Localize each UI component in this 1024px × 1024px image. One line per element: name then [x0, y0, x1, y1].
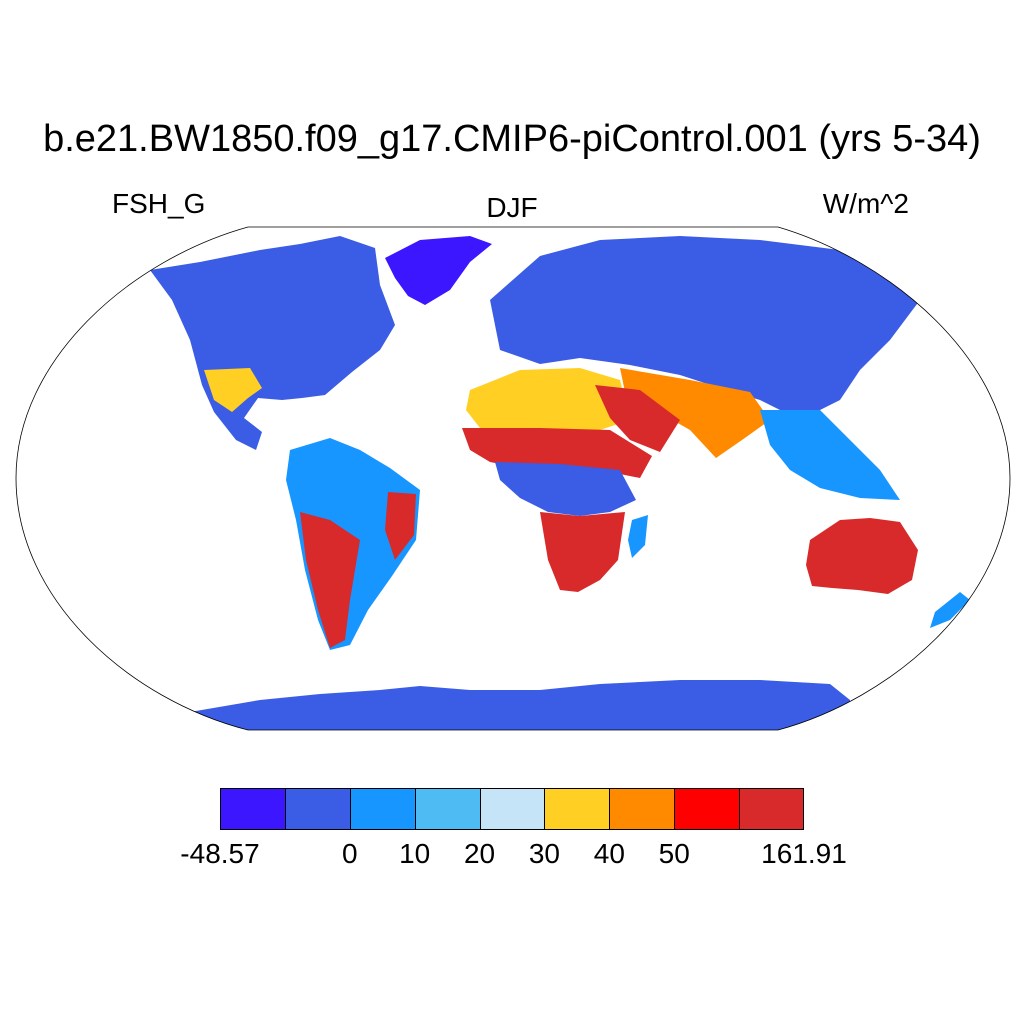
australia-region: [806, 518, 918, 594]
colorbar-tick-label: 40: [593, 838, 625, 869]
colorbar-box: [609, 788, 675, 830]
greenland-region: [385, 236, 492, 305]
colorbar-tick-label: 50: [658, 838, 690, 869]
eurasia-region: [490, 236, 920, 420]
colorbar-tick-label: 0: [341, 838, 358, 869]
north-america-region: [150, 236, 395, 450]
argentina-region: [300, 512, 360, 648]
colorbar-box: [414, 788, 480, 830]
north-america-dry-region: [204, 368, 262, 412]
brazil-east-region: [385, 492, 416, 560]
colorbar-tick-label: 10: [399, 838, 431, 869]
plot-title: b.e21.BW1850.f09_g17.CMIP6-piControl.001…: [43, 118, 981, 160]
map-boundary: [15, 226, 1011, 731]
colorbar-box: [544, 788, 610, 830]
colorbar-tick-label: 20: [463, 838, 496, 869]
colorbar: [220, 788, 804, 830]
season-label: DJF: [486, 192, 538, 223]
colorbar-box: [220, 788, 285, 830]
madagascar-region: [628, 515, 648, 558]
southeast-asia-region: [760, 410, 900, 500]
colorbar-tick-label: -48.57: [180, 838, 260, 869]
arabia-region: [595, 385, 680, 452]
colorbar-box: [479, 788, 545, 830]
colorbar-box: [284, 788, 350, 830]
units-label: W/m^2: [822, 188, 909, 219]
sahara-region: [466, 368, 630, 430]
variable-label: FSH_G: [112, 188, 206, 219]
new-zealand-region: [930, 592, 970, 628]
south-asia-region: [620, 368, 770, 458]
colorbar-tick-label: 161.91: [761, 838, 847, 869]
central-africa-region: [495, 462, 636, 516]
antarctica-region: [180, 680, 850, 730]
southern-africa-region: [540, 512, 625, 592]
colorbar-box: [739, 788, 804, 830]
colorbar-box: [674, 788, 740, 830]
colorbar-tick-label: 30: [528, 838, 561, 869]
colorbar-box: [349, 788, 415, 830]
